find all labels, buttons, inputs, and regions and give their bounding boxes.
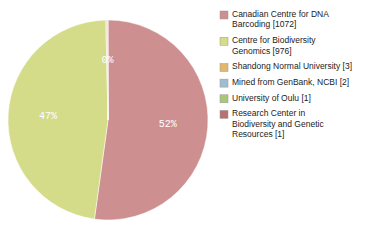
legend-swatch xyxy=(220,79,228,87)
legend-swatch xyxy=(220,110,228,118)
legend-swatch xyxy=(220,95,228,103)
data-label: 0% xyxy=(101,55,113,66)
pie xyxy=(8,20,208,220)
data-label: 47% xyxy=(39,111,57,122)
legend-label: Shandong Normal University [3] xyxy=(232,61,352,71)
legend-label: Research Center inBiodiversity and Genet… xyxy=(232,108,324,139)
legend-label: Canadian Centre for DNABarcoding [1072] xyxy=(232,9,329,30)
legend: Canadian Centre for DNABarcoding [1072] C… xyxy=(220,9,352,140)
legend-item: Canadian Centre for DNABarcoding [1072] xyxy=(220,9,329,30)
legend-item: Research Center inBiodiversity and Genet… xyxy=(220,108,324,139)
legend-item: Shandong Normal University [3] xyxy=(220,61,352,71)
pie-slice xyxy=(106,20,108,120)
data-labels: 52% 47% 0% xyxy=(39,55,177,130)
legend-swatch xyxy=(220,64,228,72)
pie-slice xyxy=(107,20,108,120)
pie-slice xyxy=(8,20,108,219)
data-label: 52% xyxy=(159,119,177,130)
legend-swatch xyxy=(220,11,228,19)
legend-item: University of Oulu [1] xyxy=(220,93,311,103)
legend-item: Mined from GenBank, NCBI [2] xyxy=(220,77,349,87)
legend-label: Centre for BiodiversityGenomics [976] xyxy=(232,35,316,56)
pie-slice xyxy=(107,20,109,120)
legend-label: Mined from GenBank, NCBI [2] xyxy=(232,77,349,87)
legend-item: Centre for BiodiversityGenomics [976] xyxy=(220,35,316,56)
pie-slice xyxy=(94,20,208,220)
legend-swatch xyxy=(220,37,228,45)
pie-slice xyxy=(107,20,108,120)
legend-label: University of Oulu [1] xyxy=(232,93,311,103)
chart: 52% 47% 0% Canadian Centre for DNABarcoding… xyxy=(0,0,380,240)
